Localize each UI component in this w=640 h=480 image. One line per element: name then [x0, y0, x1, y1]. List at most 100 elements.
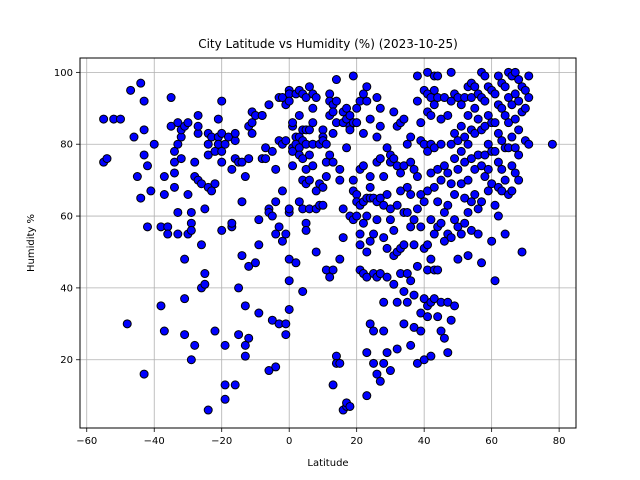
data-point — [419, 294, 429, 304]
data-point — [416, 118, 426, 128]
data-point — [277, 93, 287, 103]
data-point — [443, 110, 453, 120]
data-point — [318, 182, 328, 192]
data-point — [237, 197, 247, 207]
data-point — [210, 326, 220, 336]
data-point — [399, 161, 409, 171]
x-tick-label: 0 — [286, 436, 292, 447]
data-point — [240, 340, 250, 350]
data-point — [416, 222, 426, 232]
data-point — [277, 236, 287, 246]
data-point — [291, 258, 301, 268]
data-point — [190, 157, 200, 167]
data-point — [412, 71, 422, 81]
data-point — [220, 380, 230, 390]
data-point — [284, 254, 294, 264]
y-tick-label: 60 — [60, 212, 73, 223]
data-point — [139, 125, 149, 135]
data-point — [244, 154, 254, 164]
data-point — [483, 110, 493, 120]
data-point — [352, 211, 362, 221]
data-point — [308, 161, 318, 171]
data-point — [362, 96, 372, 106]
data-point — [369, 358, 379, 368]
data-point — [490, 276, 500, 286]
data-point — [487, 179, 497, 189]
data-point — [186, 207, 196, 217]
data-point — [338, 233, 348, 243]
data-point — [453, 136, 463, 146]
data-point — [460, 132, 470, 142]
data-point — [490, 118, 500, 128]
data-point — [433, 164, 443, 174]
data-point — [423, 146, 433, 156]
data-point — [227, 218, 237, 228]
data-point — [514, 175, 524, 185]
data-point — [392, 297, 402, 307]
data-point — [99, 114, 109, 124]
data-point — [504, 93, 514, 103]
data-point — [180, 254, 190, 264]
data-point — [379, 297, 389, 307]
data-point — [365, 236, 375, 246]
data-point — [470, 82, 480, 92]
data-point — [409, 215, 419, 225]
data-point — [389, 225, 399, 235]
data-point — [500, 175, 510, 185]
data-point — [362, 211, 372, 221]
data-point — [217, 225, 227, 235]
data-point — [493, 157, 503, 167]
data-point — [335, 175, 345, 185]
data-point — [335, 358, 345, 368]
data-point — [385, 215, 395, 225]
data-point — [436, 139, 446, 149]
data-point — [362, 272, 372, 282]
data-point — [281, 319, 291, 329]
data-point — [450, 154, 460, 164]
data-point — [456, 179, 466, 189]
data-point — [311, 93, 321, 103]
data-point — [372, 369, 382, 379]
data-point — [281, 136, 291, 146]
y-tick-label: 40 — [60, 283, 73, 294]
data-point — [257, 110, 267, 120]
data-point — [453, 222, 463, 232]
data-point — [213, 114, 223, 124]
data-point — [301, 225, 311, 235]
data-point — [311, 186, 321, 196]
data-point — [406, 157, 416, 167]
data-point — [429, 143, 439, 153]
data-point — [217, 146, 227, 156]
data-point — [318, 200, 328, 210]
data-point — [463, 110, 473, 120]
data-point — [399, 286, 409, 296]
data-point — [375, 154, 385, 164]
data-point — [352, 118, 362, 128]
data-point — [166, 121, 176, 131]
data-point — [443, 200, 453, 210]
data-point — [244, 333, 254, 343]
data-point — [446, 233, 456, 243]
data-point — [304, 82, 314, 92]
data-point — [500, 229, 510, 239]
data-point — [412, 172, 422, 182]
data-point — [328, 107, 338, 117]
data-point — [483, 186, 493, 196]
data-point — [169, 168, 179, 178]
data-point — [254, 215, 264, 225]
data-point — [176, 154, 186, 164]
data-point — [423, 240, 433, 250]
data-point — [463, 207, 473, 217]
data-point — [277, 186, 287, 196]
data-point — [490, 200, 500, 210]
data-point — [473, 204, 483, 214]
data-point — [365, 172, 375, 182]
data-point — [416, 190, 426, 200]
data-point — [220, 394, 230, 404]
data-point — [331, 96, 341, 106]
data-point — [230, 380, 240, 390]
data-point — [247, 118, 257, 128]
data-point — [234, 330, 244, 340]
data-point — [271, 229, 281, 239]
data-point — [510, 89, 520, 99]
